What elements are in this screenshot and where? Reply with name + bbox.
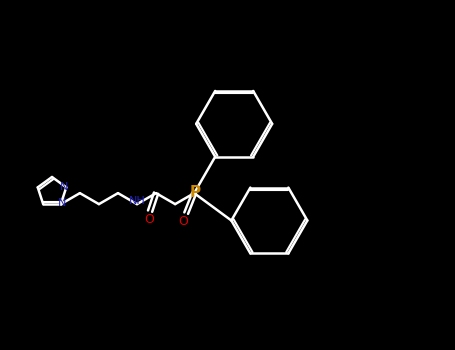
Text: N: N — [60, 182, 68, 192]
Text: P: P — [190, 185, 201, 200]
Text: N: N — [58, 198, 66, 208]
Text: O: O — [144, 213, 154, 226]
Text: O: O — [178, 215, 188, 228]
Text: NH: NH — [129, 196, 146, 206]
